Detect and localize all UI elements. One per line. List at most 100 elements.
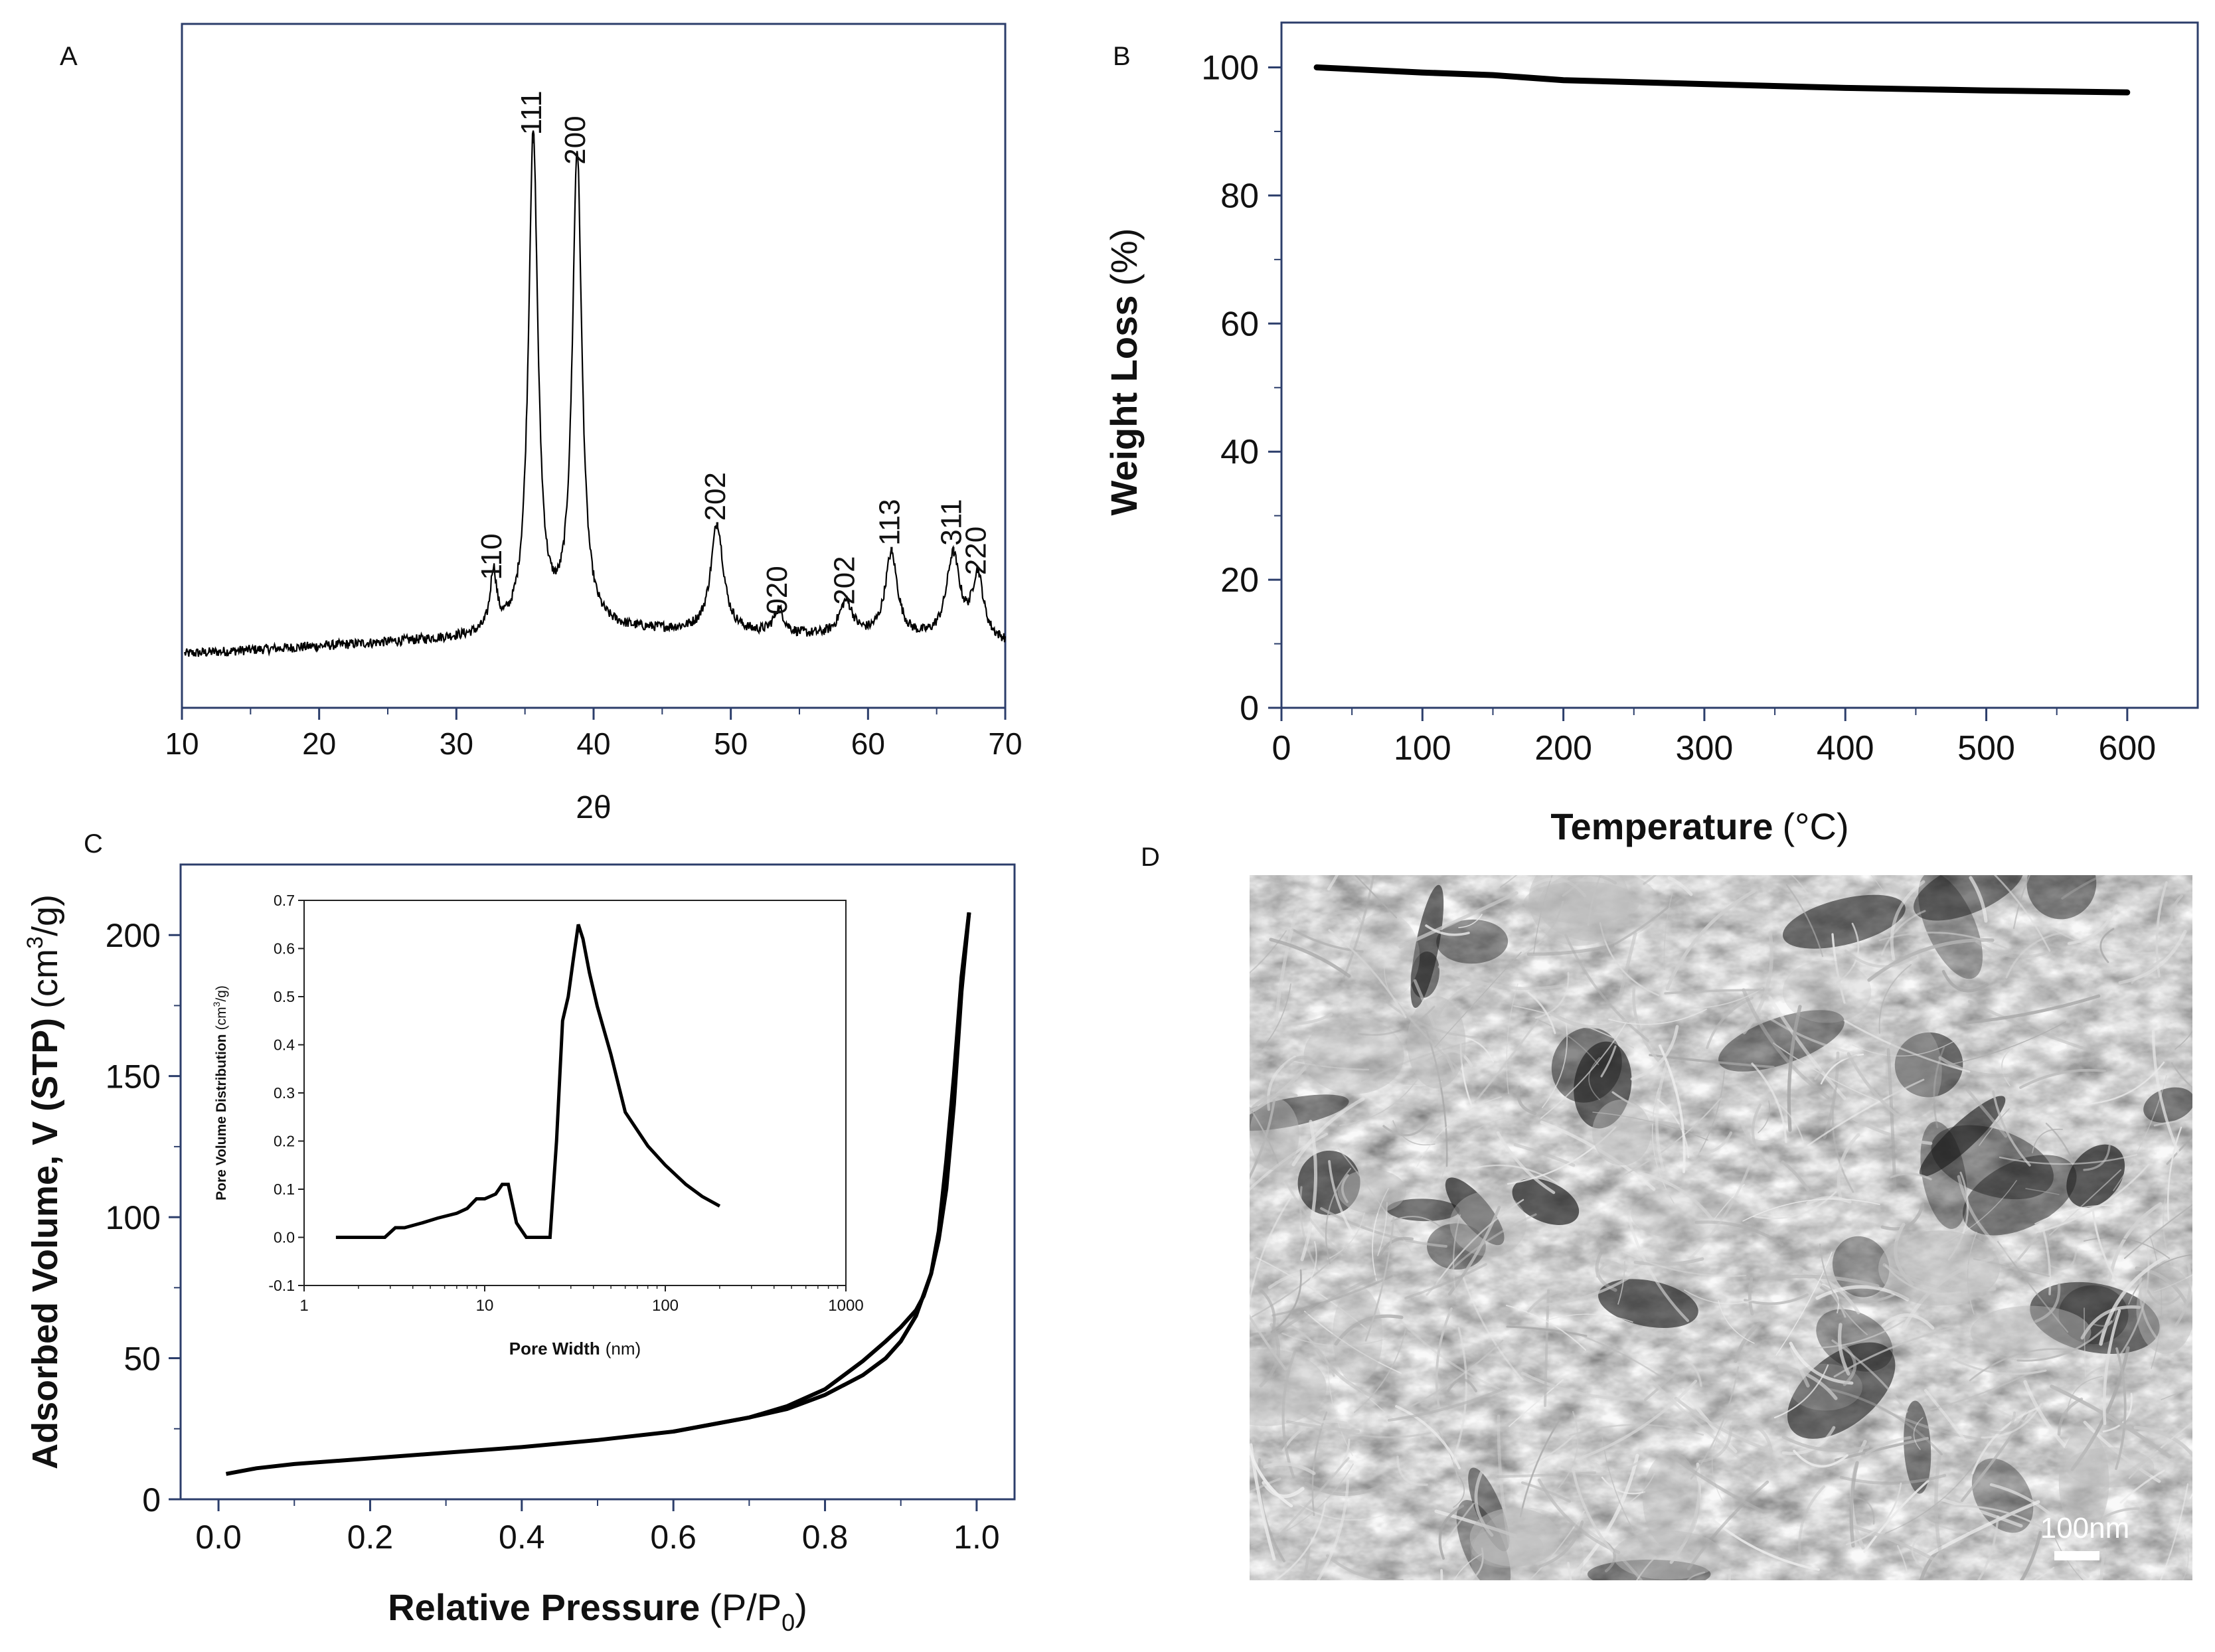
sem-fiber	[1971, 1407, 2038, 1475]
sem-fiber	[1250, 1197, 1291, 1306]
sem-fiber	[1587, 875, 1601, 926]
sem-fiber	[2189, 1493, 2192, 1499]
sem-fiber	[1999, 1153, 2138, 1165]
sem-fiber	[1844, 949, 1918, 968]
sem-fiber	[1807, 1078, 1925, 1147]
sem-fiber	[1330, 910, 1366, 932]
sem-shadow-region	[2143, 1087, 2192, 1123]
sem-fiber	[1291, 1498, 1385, 1521]
sem-fiber	[1698, 1070, 1725, 1155]
sem-fiber	[2174, 1030, 2192, 1050]
sem-shadow-region	[1894, 1032, 1963, 1098]
sem-fiber	[1334, 1314, 1404, 1346]
sem-fiber	[1328, 1160, 1354, 1236]
sem-fiber	[2166, 1135, 2192, 1165]
panel-b-x-tick-label: 0	[1272, 729, 1291, 768]
sem-fiber	[1833, 1327, 1953, 1378]
sem-shadow-region	[1512, 1178, 1580, 1225]
panel-b-y-tick-label: 60	[1220, 305, 1259, 343]
sem-particle-cluster	[1613, 1530, 1723, 1580]
sem-fiber	[1934, 1455, 1944, 1564]
sem-fiber	[2147, 1289, 2182, 1306]
sem-fiber	[1993, 875, 2051, 952]
sem-fiber	[1251, 1463, 1354, 1546]
sem-fiber	[2128, 1422, 2192, 1479]
sem-fiber	[1526, 944, 1615, 956]
sem-fiber	[1520, 1371, 1638, 1401]
sem-fiber	[1378, 1236, 1414, 1257]
sem-particle-cluster	[1303, 1017, 1404, 1094]
sem-fiber	[1320, 1207, 1447, 1248]
panel-b-x-tick-label: 400	[1817, 729, 1874, 768]
sem-fiber	[1663, 892, 1673, 970]
sem-fiber	[1294, 1410, 1432, 1439]
sem-fiber	[1343, 1375, 1393, 1419]
sem-fiber	[1955, 1505, 2046, 1530]
sem-fiber	[1573, 1453, 1639, 1575]
sem-fiber	[1650, 1379, 1741, 1459]
sem-fiber	[2023, 1380, 2068, 1449]
panel-c-inset-pore-distribution	[335, 924, 721, 1239]
panel-b-y-tick-label: 20	[1220, 561, 1259, 600]
sem-fiber	[1686, 1571, 1706, 1580]
sem-fiber	[1985, 1402, 2040, 1427]
sem-fiber	[1558, 1410, 1579, 1489]
sem-fiber	[1963, 1086, 2008, 1138]
sem-fiber	[1538, 1520, 1584, 1568]
sem-fiber	[2113, 1075, 2167, 1191]
sem-fiber	[1462, 1276, 1524, 1381]
panel-b-x-axis-unit: (°C)	[1782, 805, 1848, 847]
sem-fiber	[1621, 1250, 1747, 1278]
panel-c-inset-y-tick-label: 0.0	[274, 1229, 295, 1246]
sem-fiber	[2167, 1126, 2182, 1221]
sem-fiber	[1896, 1544, 1908, 1572]
panel-d-letter: D	[1141, 843, 1160, 872]
sem-fiber	[2135, 1266, 2190, 1308]
sem-fiber	[1878, 932, 2007, 950]
sem-fiber	[1387, 1386, 1508, 1422]
sem-fiber	[1831, 1339, 1908, 1413]
sem-fiber	[1274, 900, 1301, 1025]
sem-particle-cluster	[1878, 1230, 2001, 1306]
sem-fiber	[1791, 875, 1808, 894]
panel-d: D 100nm	[1141, 843, 2192, 1580]
sem-scale-bar	[2054, 1551, 2099, 1560]
panel-b-axes: 0 100 200 300 400 500 600 0 20 40 60 80 100	[1201, 49, 2156, 768]
sem-particle-cluster	[1407, 996, 1466, 1089]
sem-shadow-region	[1587, 1559, 1711, 1580]
sem-fiber	[1773, 1364, 1829, 1419]
sem-fiber	[1299, 1186, 1320, 1274]
sem-shadow-region	[1832, 1236, 1890, 1297]
panel-c-inset-y-tick-label: 0.1	[274, 1181, 295, 1198]
sem-fiber	[1250, 1477, 1281, 1493]
panel-b-y-tick-label: 0	[1240, 689, 1259, 728]
panel-c-inset-y-tick-label: 0.7	[274, 892, 295, 909]
sem-fiber	[1562, 875, 1588, 897]
sem-fiber	[1549, 1011, 1630, 1029]
panel-c-inset-x-tick-label: 1	[299, 1297, 308, 1315]
sem-fiber	[1540, 1020, 1628, 1119]
sem-fiber	[1979, 1108, 2010, 1146]
sem-fiber	[1528, 877, 1587, 898]
panel-b-x-tick-label: 300	[1676, 729, 1734, 768]
sem-fiber	[1775, 1252, 1833, 1356]
sem-fiber	[1692, 1131, 1733, 1155]
sem-fiber	[1836, 922, 1860, 984]
panel-c-x-tick-label: 0.4	[499, 1519, 545, 1556]
sem-fiber	[1269, 938, 1351, 978]
sem-fiber	[2133, 1426, 2192, 1457]
sem-fiber	[1327, 1212, 1365, 1260]
sem-fiber	[2034, 1204, 2117, 1224]
panel-a-peak-label: -202	[699, 472, 732, 531]
sem-shadow-region	[1782, 894, 1906, 949]
sem-fiber	[2048, 1248, 2078, 1270]
sem-fiber	[1441, 1502, 1475, 1548]
sem-fiber	[1506, 1325, 1588, 1337]
sem-fiber	[1981, 1403, 2042, 1439]
sem-fiber	[2016, 1320, 2113, 1362]
sem-fiber	[1496, 1131, 1556, 1195]
sem-fiber	[1852, 1117, 1933, 1145]
sem-fiber	[1328, 929, 1407, 1019]
sem-particle-cluster	[2066, 1447, 2155, 1488]
